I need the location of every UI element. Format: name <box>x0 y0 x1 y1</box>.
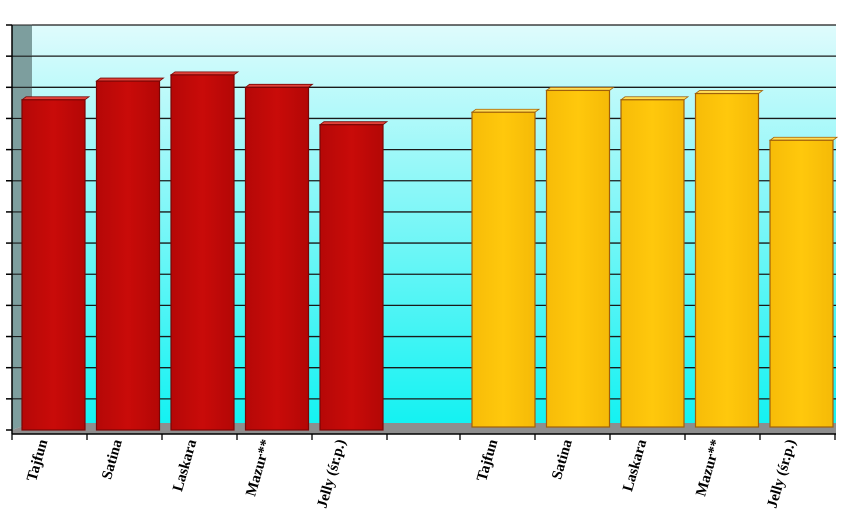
y-axis-ticks <box>6 24 12 431</box>
x-tick-label: Tajfun <box>24 437 51 483</box>
x-axis-labels: Tajfun Satina Laskara Mazur** Jelly (śr.p.) T… <box>24 437 799 510</box>
bar <box>95 80 161 431</box>
bar <box>170 74 235 431</box>
x-tick-label: Jelly (śr.p.) <box>764 438 799 510</box>
bar <box>471 111 536 428</box>
x-axis-ticks <box>11 434 836 440</box>
x-tick-label: Satina <box>549 437 576 481</box>
x-tick-label: Jelly (śr.p.) <box>314 438 349 510</box>
x-tick-label: Laskara <box>170 437 200 493</box>
x-tick-label: Satina <box>99 437 126 481</box>
x-tick-label: Mazur** <box>243 438 274 498</box>
bar <box>620 99 685 428</box>
bars <box>20 71 839 431</box>
x-tick-label: Mazur** <box>693 438 724 498</box>
x-tick-label: Tajfun <box>474 437 501 483</box>
bar <box>319 124 384 431</box>
bar <box>769 139 834 428</box>
bar <box>244 86 310 431</box>
bar <box>545 89 611 428</box>
bar <box>694 92 760 428</box>
bar <box>21 99 86 431</box>
x-tick-label: Laskara <box>620 437 650 493</box>
